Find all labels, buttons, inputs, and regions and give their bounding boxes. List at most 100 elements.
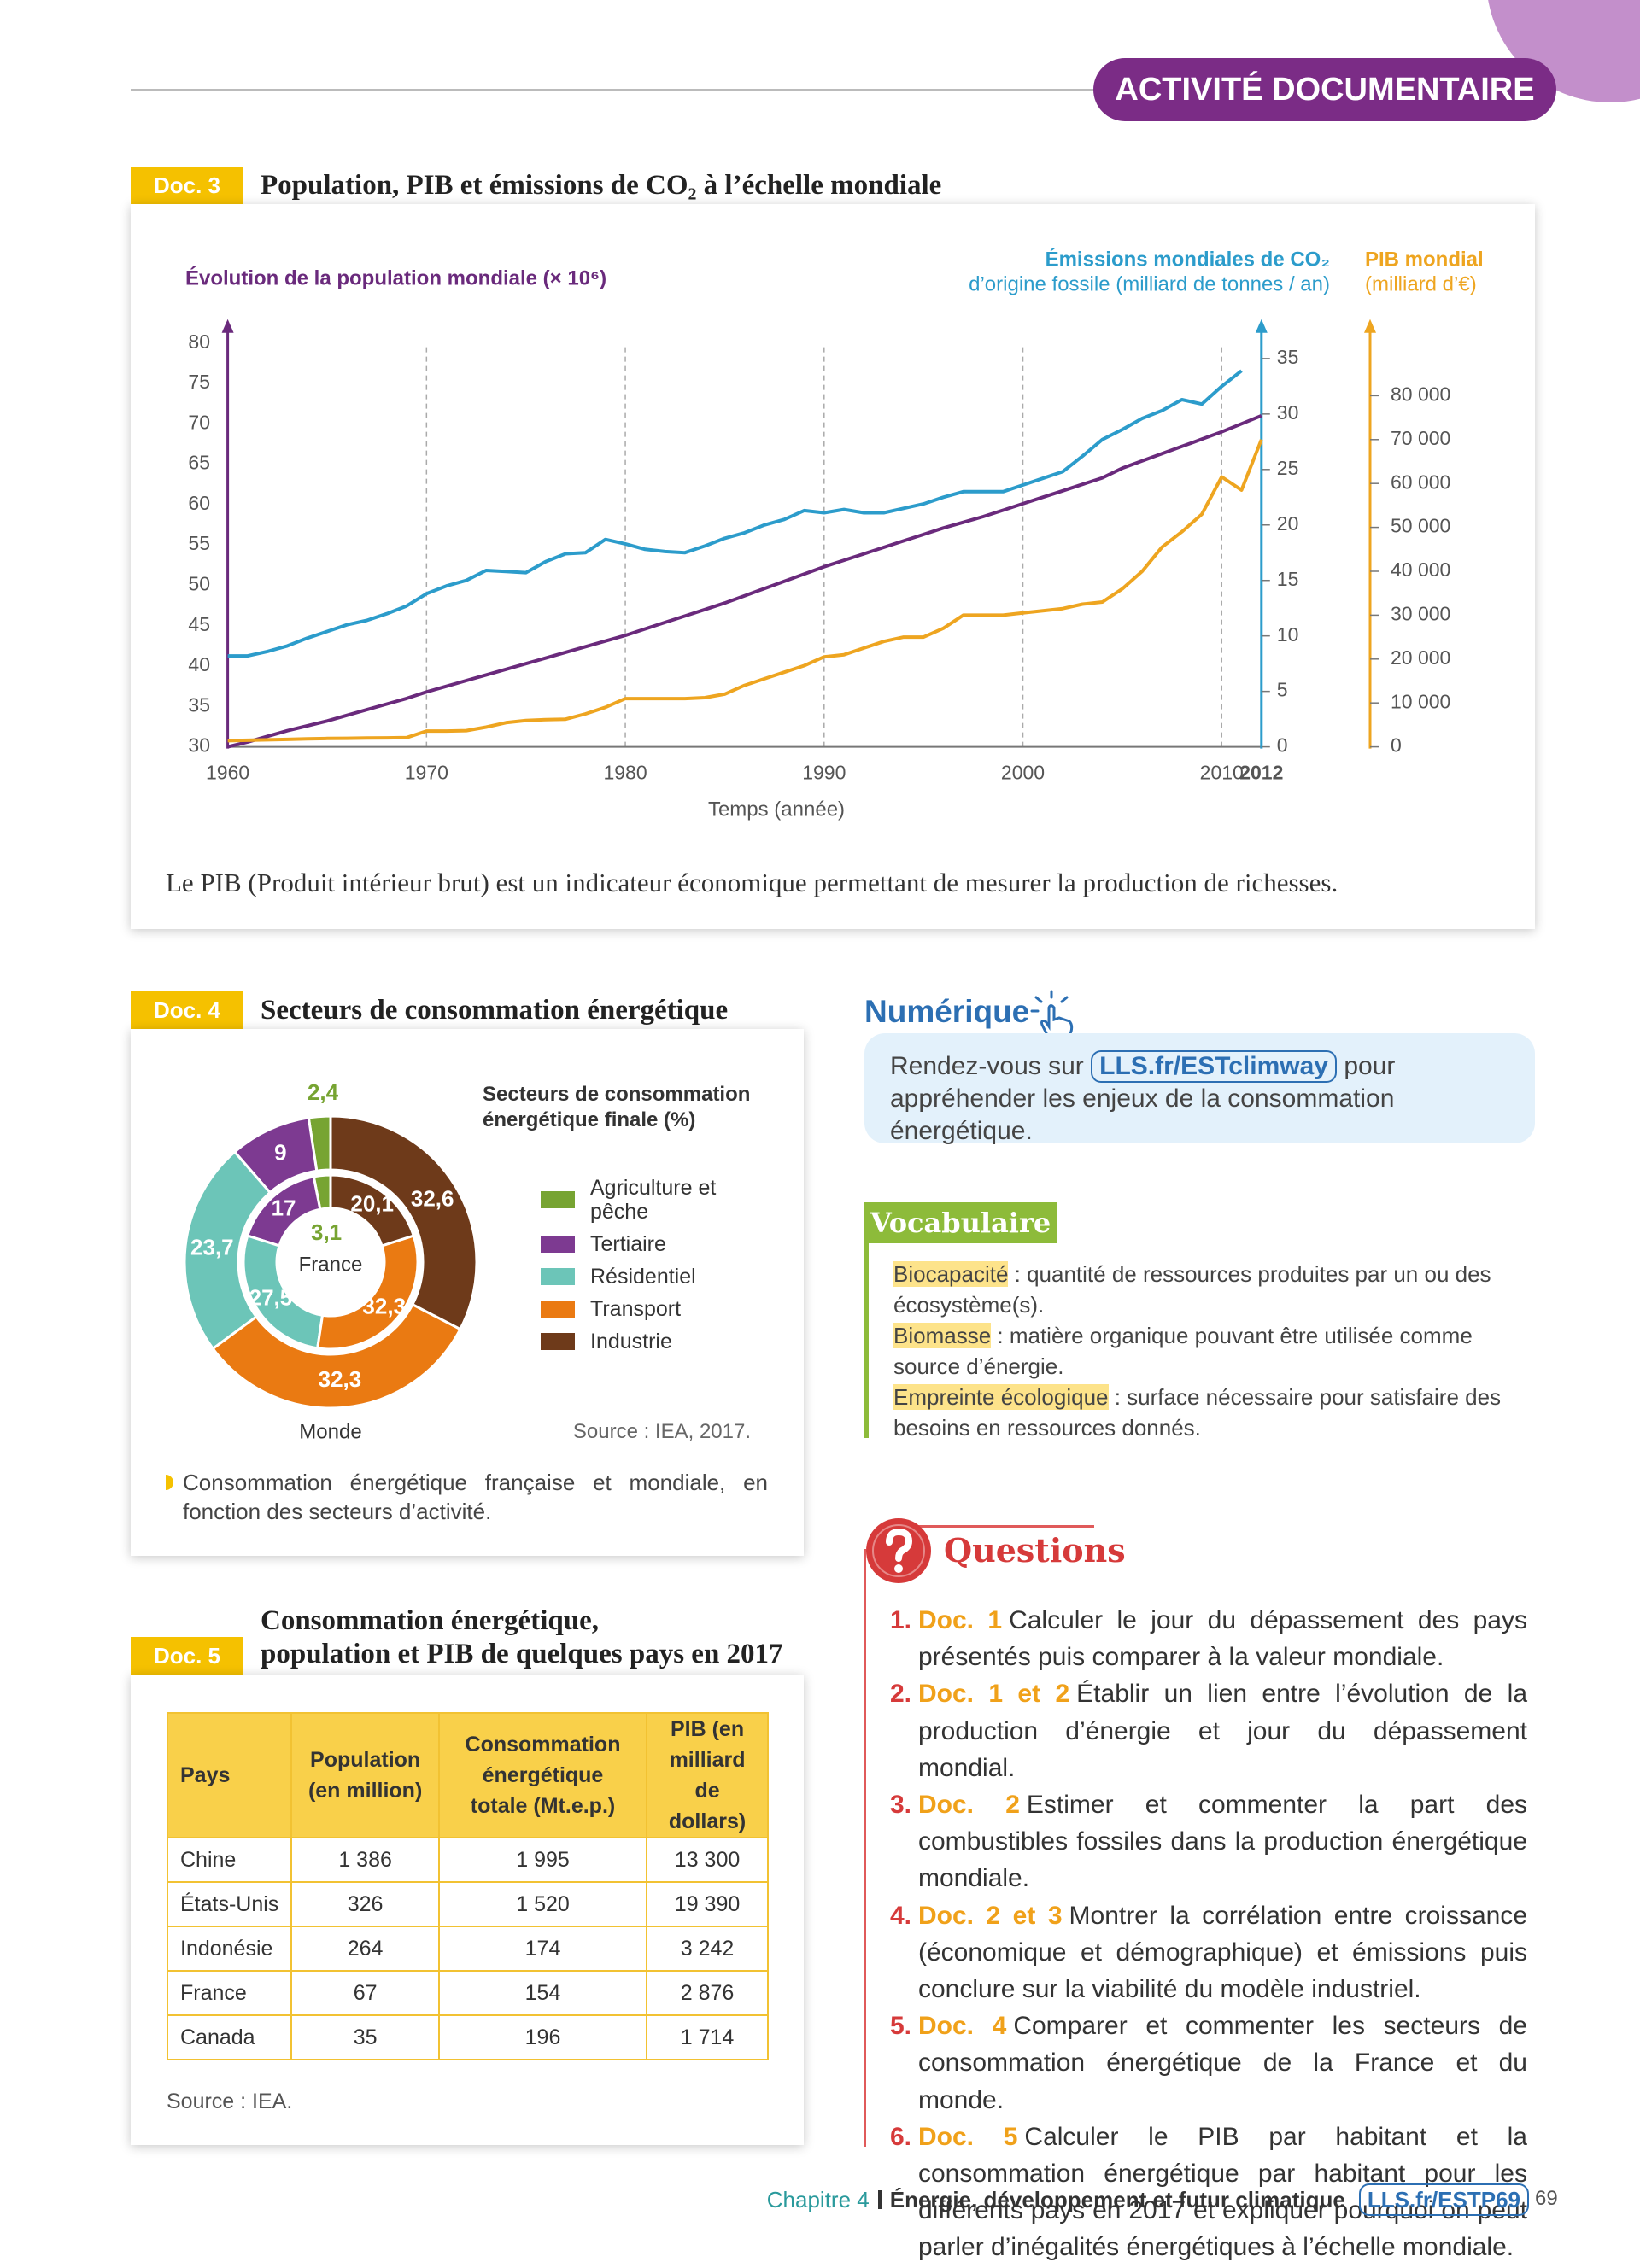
caption: Le PIB (Produit intérieur brut) est un i… (166, 868, 1338, 897)
data-label: 27,5 (249, 1284, 293, 1310)
y2-tick-label: 25 (1277, 457, 1299, 479)
doc-title: Population, PIB et émissions de CO₂ à l’… (261, 170, 942, 201)
table-cell: 1 714 (646, 2014, 769, 2060)
table-cell: 2 876 (646, 1970, 769, 2016)
donut-segment (211, 1302, 462, 1410)
hand-icon (1030, 990, 1074, 1040)
table-row: Chine 1 386 1 995 13 300 (166, 1837, 769, 1883)
table-cell: 13 300 (646, 1837, 769, 1883)
x-axis-title: Temps (année) (708, 798, 845, 821)
y2-tick-label: 20 (1277, 512, 1299, 535)
bullet (166, 1475, 173, 1490)
y3-tick-label: 20 000 (1391, 646, 1450, 669)
series-line (227, 439, 1263, 743)
question-text: Estimer et commenter la part des combust… (918, 1791, 1528, 1893)
y3-axis-title: PIB mondial (1365, 248, 1484, 271)
y-tick-label: 35 (188, 693, 210, 716)
rule (898, 1525, 1094, 1528)
y3-tick-label: 60 000 (1391, 471, 1450, 493)
ring-label: Monde (299, 1420, 361, 1443)
question-ref: Doc. 4 (918, 2012, 1007, 2041)
page-number: 69 (1535, 2187, 1558, 2210)
table-cell: 1 520 (437, 1881, 648, 1927)
title-line: population et PIB de quelques pays en 20… (261, 1639, 783, 1669)
y3-axis-title: (milliard d’€) (1365, 272, 1477, 295)
section-title: Vocabulaire (864, 1202, 1057, 1243)
table-row: Indonésie 264 174 3 242 (166, 1926, 769, 1972)
source: Source : IEA. (167, 2090, 293, 2113)
separator (877, 2190, 882, 2209)
doc-label: Doc. 4 (131, 991, 243, 1029)
data-label: 9 (274, 1139, 286, 1165)
y3-tick-label: 80 000 (1391, 383, 1450, 405)
y-tick-label: 45 (188, 613, 210, 635)
table-cell: 3 242 (646, 1926, 769, 1972)
y-tick-label: 30 (188, 734, 210, 757)
question-number: 4. (890, 1901, 912, 1930)
link[interactable]: LLS.fr/ESTP69 (1358, 2183, 1529, 2216)
axis-arrow (1364, 319, 1376, 333)
legend-entry: Tertiaire (541, 1232, 718, 1256)
legend-label: Industrie (590, 1330, 672, 1353)
data-label: 20,1 (350, 1190, 394, 1216)
table-row: Canada 35 196 1 714 (166, 2014, 769, 2060)
table-cell: 67 (290, 1970, 440, 2016)
doc-label: Doc. 3 (131, 167, 243, 204)
question-number: 1. (890, 1606, 912, 1634)
table-cell: Canada (166, 2014, 293, 2060)
question-icon (866, 1518, 931, 1583)
table-cell: 174 (437, 1926, 648, 1972)
question: 3. Doc. 2 Estimer et commenter la part des… (890, 1786, 1527, 1897)
y-tick-label: 50 (188, 573, 210, 595)
table-cell: Indonésie (166, 1926, 293, 1972)
question-ref: Doc. 1 et 2 (918, 1680, 1070, 1709)
series-line (227, 369, 1243, 658)
vocab-list: Biocapacité : quantité de ressources pro… (893, 1259, 1526, 1443)
legend-swatch (541, 1236, 575, 1253)
header-cell: Population (en million) (290, 1712, 440, 1838)
table-cell: 1 995 (437, 1837, 648, 1883)
y2-axis-title: d’origine fossile (milliard de tonnes / … (969, 272, 1330, 295)
legend-label: Transport (590, 1297, 682, 1321)
table-cell: 35 (290, 2014, 440, 2060)
y3-tick-label: 50 000 (1391, 515, 1450, 537)
y-tick-label: 75 (188, 371, 210, 393)
legend-title: Secteurs de consommation énergétique fin… (483, 1083, 751, 1131)
link[interactable]: LLS.fr/ESTclimway (1091, 1050, 1337, 1083)
question-ref: Doc. 2 (918, 1791, 1020, 1820)
doc-box: 2,4 9 23,7 32,3 32,6 3,1 17 27,5 32,3 20,1 France M… (131, 1029, 804, 1556)
data-label: 23,7 (190, 1235, 234, 1260)
y-tick-label: 60 (188, 492, 210, 514)
question-ref: Doc. 1 (918, 1606, 1003, 1634)
side-bar (864, 1243, 869, 1438)
axis-arrow (221, 319, 234, 333)
table-cell: États-Unis (166, 1881, 293, 1927)
y2-tick-label: 5 (1277, 679, 1288, 701)
table-cell: Chine (166, 1837, 293, 1883)
section-pill: ACTIVITÉ DOCUMENTAIRE (1093, 58, 1556, 121)
legend-entry: Transport (541, 1297, 718, 1321)
table-cell: 196 (437, 2014, 648, 2060)
text: pour appréhender les enjeux de la consom… (890, 1052, 1396, 1145)
info-box: Rendez-vous sur LLS.fr/ESTclimway pour a… (864, 1033, 1535, 1145)
table-row: France 67 154 2 876 (166, 1970, 769, 2016)
y-tick-label: 80 (188, 330, 210, 353)
vocab-definition: : matière organique pouvant être utilisé… (893, 1323, 1473, 1379)
table-cell: 264 (290, 1926, 440, 1972)
donut-segment (329, 1173, 416, 1248)
vocab-definition: : surface nécessaire pour satisfaire des… (893, 1384, 1502, 1441)
x-tick-label: 2010 (1200, 762, 1244, 784)
question: 1. Doc. 1 Calculer le jour du dépassement … (890, 1602, 1527, 1675)
line-chart: Évolution de la population mondiale (× 1… (166, 247, 1484, 897)
text: Rendez-vous sur (890, 1052, 1084, 1080)
question: 4. Doc. 2 et 3 Montrer la corrélation entr… (890, 1897, 1527, 2008)
y3-tick-label: 40 000 (1391, 558, 1450, 581)
footer: Chapitre 4 Énergie, développement et fut… (767, 2182, 1529, 2218)
header-row: Pays Population (en million) Consommation … (166, 1712, 769, 1838)
data-label: 3,1 (311, 1219, 342, 1245)
vocab-term: Biomasse (893, 1323, 992, 1348)
chapter-title: Énergie, développement et futur climatiq… (889, 2186, 1345, 2212)
vocab-definition: : quantité de ressources produites par u… (893, 1261, 1491, 1318)
legend-label: Agriculture et pêche (590, 1176, 717, 1224)
